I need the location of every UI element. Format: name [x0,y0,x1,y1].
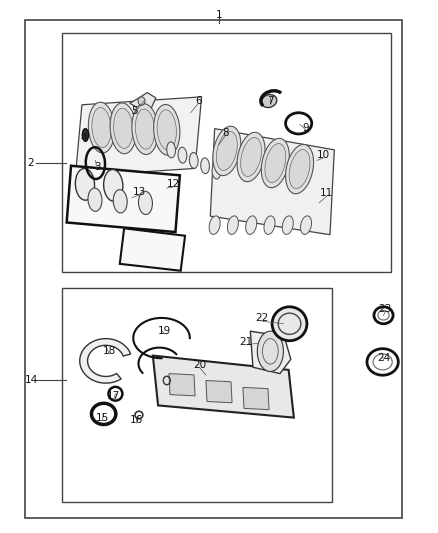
Text: 8: 8 [222,128,229,138]
Polygon shape [206,381,232,403]
Text: 3: 3 [94,162,100,172]
Polygon shape [120,228,185,271]
Polygon shape [243,387,269,410]
Text: 13: 13 [133,187,146,197]
Ellipse shape [88,102,115,153]
Text: 19: 19 [158,326,171,336]
Ellipse shape [138,97,145,106]
Ellipse shape [265,143,286,182]
Text: 20: 20 [193,360,206,369]
Text: 9: 9 [303,123,309,133]
Ellipse shape [178,147,187,163]
Ellipse shape [272,307,307,341]
Text: 6: 6 [195,96,201,106]
Ellipse shape [110,103,136,154]
Text: 15: 15 [96,413,109,423]
Polygon shape [80,338,131,383]
Text: 18: 18 [102,346,116,357]
Ellipse shape [286,144,314,194]
Ellipse shape [157,110,177,150]
Text: 21: 21 [239,337,253,347]
Ellipse shape [113,190,127,213]
Ellipse shape [257,331,283,372]
Ellipse shape [246,216,257,235]
Text: 2: 2 [28,158,34,168]
Bar [62,33,391,272]
Text: 14: 14 [25,375,38,385]
Text: 23: 23 [378,304,392,314]
Ellipse shape [237,132,265,182]
Text: 4: 4 [81,133,88,143]
Polygon shape [251,331,291,374]
Ellipse shape [216,132,237,171]
Text: 5: 5 [131,106,138,116]
Text: 10: 10 [317,150,330,160]
Text: 7: 7 [267,96,274,106]
Ellipse shape [75,168,95,200]
Text: 22: 22 [255,313,268,324]
Polygon shape [67,166,180,232]
Ellipse shape [88,188,102,212]
Polygon shape [75,97,201,176]
Ellipse shape [209,216,220,235]
Text: 17: 17 [107,391,120,401]
Ellipse shape [261,94,277,108]
Ellipse shape [135,109,155,149]
Ellipse shape [227,216,238,235]
Ellipse shape [300,216,311,235]
Ellipse shape [138,191,152,214]
Text: 1: 1 [215,10,223,20]
Bar [62,288,332,503]
Ellipse shape [167,142,176,158]
Ellipse shape [104,169,123,201]
Text: 12: 12 [167,179,180,189]
Ellipse shape [282,216,293,235]
Ellipse shape [264,216,275,235]
Ellipse shape [132,104,158,155]
Ellipse shape [261,139,290,188]
Text: 16: 16 [130,415,143,425]
Polygon shape [169,374,195,396]
Ellipse shape [201,158,209,174]
Ellipse shape [289,150,310,189]
Text: 11: 11 [320,188,334,198]
Ellipse shape [92,108,111,148]
Ellipse shape [113,108,133,148]
Ellipse shape [213,126,241,175]
Ellipse shape [212,163,221,179]
Ellipse shape [154,104,180,155]
Bar [25,20,402,519]
Ellipse shape [82,128,88,141]
Polygon shape [153,356,294,418]
Ellipse shape [240,138,261,176]
Text: 24: 24 [377,353,390,362]
Polygon shape [210,128,334,235]
Ellipse shape [189,152,198,168]
Polygon shape [130,93,156,109]
